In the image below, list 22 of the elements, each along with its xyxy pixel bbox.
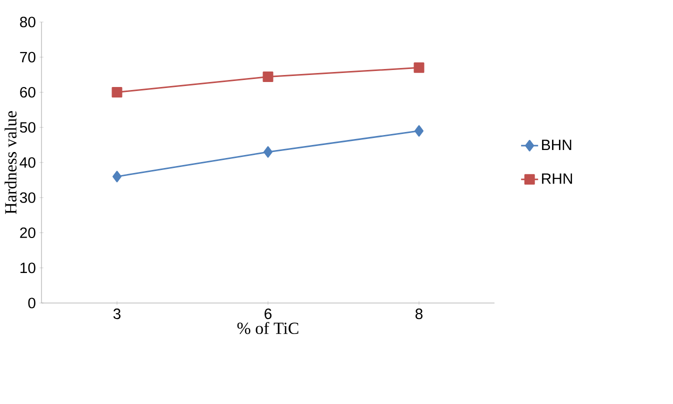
- y-tick-label: 60: [20, 86, 36, 98]
- y-tick-label: 70: [20, 52, 36, 62]
- y-tick-label: 20: [20, 227, 36, 238]
- x-tick-label: 8: [416, 308, 423, 320]
- x-axis-title: % of TiC: [237, 322, 298, 334]
- y-tick-label: 0: [28, 298, 36, 308]
- x-tick-label: 3: [113, 308, 121, 320]
- x-tick-label: 6: [264, 308, 272, 320]
- y-tick-label: 50: [20, 122, 36, 133]
- y-tick-label: 30: [20, 192, 36, 203]
- point: [112, 170, 122, 182]
- legend-label: BHN: [542, 140, 572, 150]
- point: [414, 125, 424, 137]
- y-tick-label: 10: [20, 262, 36, 274]
- y-tick-label: 80: [20, 16, 36, 28]
- point: [414, 62, 424, 73]
- y-axis-title: Hardness value: [4, 111, 17, 214]
- point: [264, 146, 273, 158]
- point: [262, 72, 274, 82]
- y-tick-label: 40: [20, 157, 36, 168]
- point: [112, 87, 122, 98]
- legend-label: RHN: [542, 174, 572, 184]
